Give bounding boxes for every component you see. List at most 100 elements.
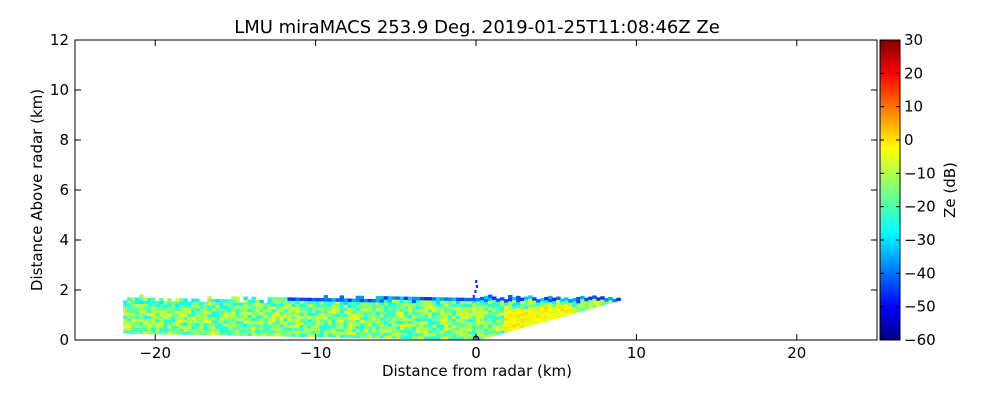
radar-cell (303, 300, 308, 305)
colorbar-tick-label: −40 (904, 264, 936, 282)
radar-cell (476, 285, 478, 288)
radar-cell (311, 321, 316, 326)
radar-cell (500, 321, 505, 325)
radar-cell (480, 299, 485, 304)
radar-cell (343, 319, 349, 323)
radar-cell (512, 323, 517, 328)
radar-cell (347, 325, 353, 329)
radar-cell (431, 318, 437, 322)
radar-cell (512, 311, 517, 316)
radar-cell (516, 301, 521, 306)
radar-cell (295, 309, 300, 313)
radar-cell (463, 315, 469, 320)
colorbar-tick-label: 30 (904, 31, 923, 49)
radar-cell (399, 299, 405, 303)
radar-cell (383, 296, 389, 300)
radar-cell (548, 304, 553, 309)
radar-cell (359, 313, 365, 318)
radar-cell (580, 298, 585, 303)
radar-cell (311, 306, 316, 311)
radar-cell (275, 306, 280, 310)
radar-cell (423, 309, 429, 313)
radar-cell (227, 314, 232, 318)
radar-cell (163, 313, 168, 317)
radar-cell (319, 316, 325, 320)
radar-cell (291, 315, 296, 319)
radar-cell (447, 330, 453, 334)
radar-cell (135, 300, 140, 304)
y-axis: 0 2 4 6 8 10 12 (50, 31, 877, 349)
radar-cell (195, 331, 200, 336)
radar-cell (219, 326, 224, 330)
radar-cell (127, 330, 132, 334)
radar-cell (227, 320, 232, 324)
radar-cell (560, 301, 565, 305)
radar-cell (516, 295, 521, 300)
x-tick-label: −20 (139, 344, 171, 362)
radar-cell (191, 301, 196, 305)
radar-cell (580, 307, 585, 312)
radar-cell (415, 302, 421, 307)
radar-cell (207, 328, 212, 333)
radar-cell (343, 301, 349, 305)
radar-cell (147, 306, 152, 311)
radar-cell (139, 306, 144, 310)
radar-cell (447, 318, 453, 322)
radar-cell (303, 324, 308, 329)
radar-cell (235, 326, 240, 330)
radar-cell (211, 304, 216, 309)
radar-cell (504, 323, 509, 327)
radar-cell (500, 297, 505, 301)
radar-cell (175, 325, 180, 329)
radar-cell (231, 311, 236, 315)
radar-cell (476, 298, 481, 302)
radar-cell (243, 308, 248, 312)
radar-cell (179, 325, 184, 329)
radar-cell (476, 313, 481, 317)
radar-cell (351, 319, 357, 324)
radar-cell (520, 318, 525, 323)
radar-cell (459, 300, 465, 305)
radar-cell (163, 319, 168, 323)
radar-cell (431, 324, 437, 328)
x-tick-label: 0 (471, 344, 481, 362)
radar-cell (516, 316, 521, 321)
radar-cell (588, 302, 593, 306)
radar-cell (455, 330, 461, 335)
radar-cell (536, 299, 541, 303)
radar-cell (291, 303, 296, 307)
radar-cell (187, 310, 192, 314)
radar-cell (520, 303, 525, 308)
radar-cell (592, 298, 597, 302)
radar-cell (439, 318, 445, 322)
radar-cell (439, 297, 445, 301)
radar-cell (295, 333, 300, 337)
radar-cell (199, 313, 204, 318)
radar-cell (271, 306, 276, 310)
radar-cell (403, 335, 409, 340)
radar-cell (307, 312, 312, 317)
radar-cell (195, 322, 200, 327)
radar-cell (347, 331, 353, 335)
radar-cell (371, 314, 377, 318)
radar-cell (335, 298, 341, 302)
radar-cell (207, 307, 212, 312)
radar-cell (459, 309, 465, 314)
radar-cell (215, 332, 220, 336)
radar-cell (359, 316, 365, 321)
radar-cell (540, 319, 545, 323)
radar-cell (375, 329, 381, 333)
radar-cell (528, 295, 533, 299)
radar-cell (147, 315, 152, 320)
radar-cell (275, 315, 280, 319)
radar-cell (379, 302, 385, 306)
radar-cell (415, 323, 421, 328)
radar-cell (492, 296, 497, 300)
radar-cell (263, 332, 268, 337)
radar-cell (608, 296, 613, 301)
radar-cell (391, 323, 397, 327)
radar-cell (319, 319, 325, 323)
radar-cell (335, 322, 341, 326)
radar-cell (187, 325, 192, 329)
radar-cell (143, 324, 148, 329)
